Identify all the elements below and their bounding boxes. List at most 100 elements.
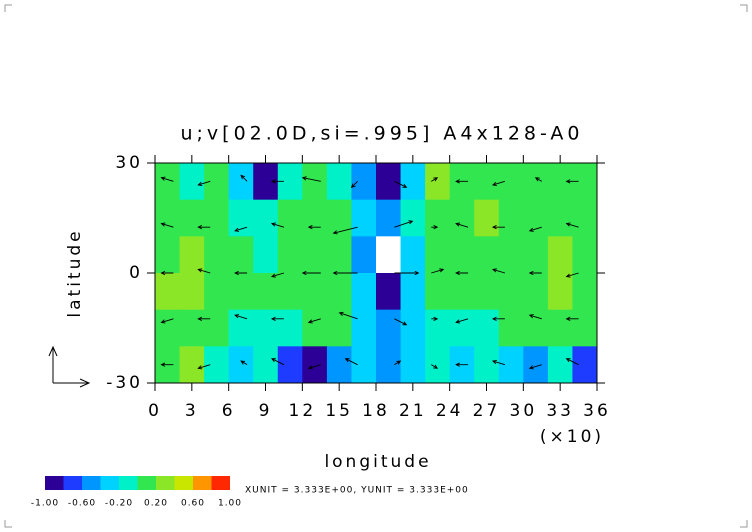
field-cell (474, 309, 500, 347)
field-cell (326, 163, 352, 201)
reference-arrow (48, 345, 91, 388)
field-cell (400, 309, 426, 347)
field-cell (376, 236, 402, 274)
field-cell (228, 309, 254, 347)
colorbar-label: 1.00 (218, 499, 242, 509)
field-cell (155, 273, 181, 311)
field-cell (474, 163, 500, 201)
field-cell (572, 236, 598, 274)
chart-title: u;v[02.0D,si=.995] A4x128-A0 (180, 123, 583, 145)
field-cell (400, 199, 426, 237)
colorbar-box (211, 476, 230, 490)
field-cell (155, 309, 181, 347)
vector (528, 226, 542, 232)
field-cell (572, 273, 598, 311)
field-cell (425, 199, 451, 237)
field-cell (179, 199, 205, 237)
vector (307, 364, 321, 370)
field-cell (425, 163, 451, 201)
vector (491, 180, 506, 187)
field-cell (302, 163, 328, 201)
vector (534, 177, 542, 182)
field-cell (302, 236, 328, 274)
field-cell (253, 309, 279, 347)
x-tick-label: 15 (325, 401, 353, 421)
field-cell (376, 309, 402, 347)
field-cell (498, 273, 524, 311)
vector (160, 362, 174, 367)
vector (234, 270, 248, 276)
field-cell (204, 309, 230, 347)
colorbar-label: -1.00 (31, 499, 59, 509)
vector (307, 225, 321, 230)
field-cell (498, 346, 524, 384)
x-tick-label: 24 (436, 401, 464, 421)
vector (565, 222, 579, 228)
vector (234, 226, 248, 232)
colorbar-label: -0.60 (68, 499, 96, 509)
field-cell (351, 236, 377, 274)
vector (528, 270, 542, 276)
y-tick-label: 30 (115, 153, 143, 173)
field-cell (498, 236, 524, 274)
vector (455, 179, 469, 184)
field-cell (302, 273, 328, 311)
field-cell (376, 346, 402, 384)
x-unit-label: (×10) (540, 427, 604, 447)
field-cell (400, 236, 426, 274)
colorbar-box (156, 476, 175, 490)
y-tick-label: 0 (129, 263, 143, 283)
vector (394, 318, 408, 326)
field-cell (474, 236, 500, 274)
vector (350, 181, 358, 189)
vector (565, 272, 579, 278)
field-cell (253, 199, 279, 237)
field-cell (204, 236, 230, 274)
vector (240, 174, 248, 182)
field-cell (204, 199, 230, 237)
field-cell (351, 309, 377, 347)
field-cell (474, 346, 500, 384)
vector (491, 359, 506, 366)
vector (332, 226, 358, 235)
vector (394, 180, 408, 188)
field-cell (425, 236, 451, 274)
x-tick-label: 3 (185, 401, 199, 421)
vector (270, 358, 285, 366)
field-cell (228, 163, 254, 201)
field-cell (400, 273, 426, 311)
field-cell (400, 346, 426, 384)
colorbar-box (193, 476, 212, 490)
colorbar-box (82, 476, 101, 490)
vector (528, 314, 542, 320)
field-cell (547, 273, 573, 311)
colorbar-box (100, 476, 119, 490)
vector (431, 268, 445, 274)
vector (160, 176, 174, 182)
vector (307, 318, 321, 324)
field-cell (523, 163, 549, 201)
field-cell (302, 199, 328, 237)
field-cell (572, 346, 598, 384)
field-cell (204, 273, 230, 311)
field-cell (547, 346, 573, 384)
vector (197, 316, 211, 321)
field-cell (376, 199, 402, 237)
field-cell (179, 273, 205, 311)
field-cell (376, 163, 402, 201)
vector (455, 318, 469, 324)
vector (160, 318, 174, 324)
field-cell (351, 199, 377, 237)
field-cell (474, 199, 500, 237)
field-cell (523, 346, 549, 384)
vector (491, 268, 506, 274)
vector (394, 220, 414, 228)
vector (160, 270, 174, 276)
x-tick-label: 0 (148, 401, 162, 421)
units-note: XUNIT = 3.333E+00, YUNIT = 3.333E+00 (245, 486, 469, 496)
x-tick-label: 12 (289, 401, 317, 421)
field-cell (547, 236, 573, 274)
field-cell (523, 273, 549, 311)
vector (431, 177, 439, 182)
